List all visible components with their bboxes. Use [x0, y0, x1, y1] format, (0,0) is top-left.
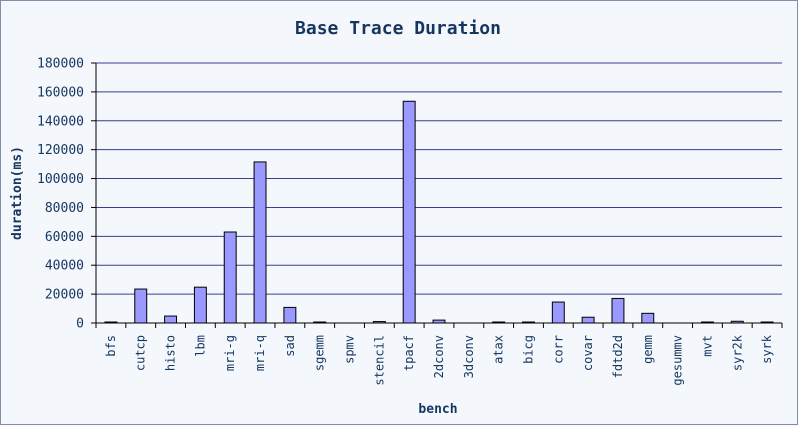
x-tick-label-bfs: bfs — [104, 335, 118, 357]
bar-corr — [551, 301, 565, 324]
bar-fdtd2d — [611, 297, 625, 324]
bar-histo — [164, 315, 178, 324]
chart-title: Base Trace Duration — [295, 18, 501, 39]
x-tick-label-2dconv: 2dconv — [432, 335, 446, 378]
x-tick-label-mvt: mvt — [700, 335, 714, 357]
x-tick-label-gemm: gemm — [641, 335, 655, 364]
bar-covar — [581, 316, 595, 324]
y-tick-labels: 0 20000 40000 60000 80000 100000 120000 140000 1… — [37, 57, 96, 332]
y-tick-label: 100000 — [37, 172, 84, 187]
x-tick-label-corr: corr — [551, 335, 565, 364]
x-tick-label-syr2k: syr2k — [730, 334, 744, 371]
y-tick-label: 0 — [76, 317, 84, 332]
y-tick-label: 180000 — [37, 57, 84, 72]
bar-gemm — [641, 312, 655, 324]
bar-cutcp — [134, 288, 148, 324]
bar-tpacf — [402, 100, 416, 324]
y-tick-label: 140000 — [37, 114, 84, 129]
x-tick-label-spmv: spmv — [343, 335, 357, 364]
bar-sad — [283, 306, 297, 324]
y-tick-label: 160000 — [37, 85, 84, 100]
x-tick-label-3dconv: 3dconv — [462, 335, 476, 378]
x-axis-title: bench — [418, 402, 457, 417]
x-tick-label-bicg: bicg — [521, 335, 535, 364]
y-tick-label: 60000 — [45, 230, 84, 245]
y-tick-label: 40000 — [45, 259, 84, 274]
x-tick-label-mri-q: mri-q — [253, 335, 267, 371]
y-axis-title: duration(ms) — [10, 146, 25, 240]
x-tick-label-gesummv: gesummv — [671, 335, 685, 386]
gridlines — [96, 62, 782, 295]
x-tick-labels: bfs cutcp histo lbm mri-g mri-q sad sgemm spmv st… — [95, 323, 783, 386]
x-tick-label-atax: atax — [492, 335, 506, 364]
x-tick-label-tpacf: tpacf — [402, 335, 416, 371]
bars — [104, 100, 774, 324]
x-tick-label-mri-g: mri-g — [223, 335, 237, 371]
y-tick-label: 120000 — [37, 143, 84, 158]
x-tick-label-sgemm: sgemm — [313, 335, 327, 371]
x-tick-label-histo: histo — [164, 335, 178, 371]
x-tick-label-fdtd2d: fdtd2d — [611, 335, 625, 378]
x-tick-label-stencil: stencil — [372, 335, 386, 386]
y-tick-label: 20000 — [45, 288, 84, 303]
bar-mri-q — [253, 161, 267, 324]
y-tick-label: 80000 — [45, 201, 84, 216]
x-tick-label-cutcp: cutcp — [134, 335, 148, 371]
bar-mri-g — [223, 231, 237, 324]
bar-lbm — [193, 286, 207, 324]
x-tick-label-sad: sad — [283, 335, 297, 357]
x-tick-label-syrk: syrk — [760, 334, 774, 364]
x-tick-label-lbm: lbm — [193, 335, 207, 357]
x-tick-label-covar: covar — [581, 335, 595, 371]
